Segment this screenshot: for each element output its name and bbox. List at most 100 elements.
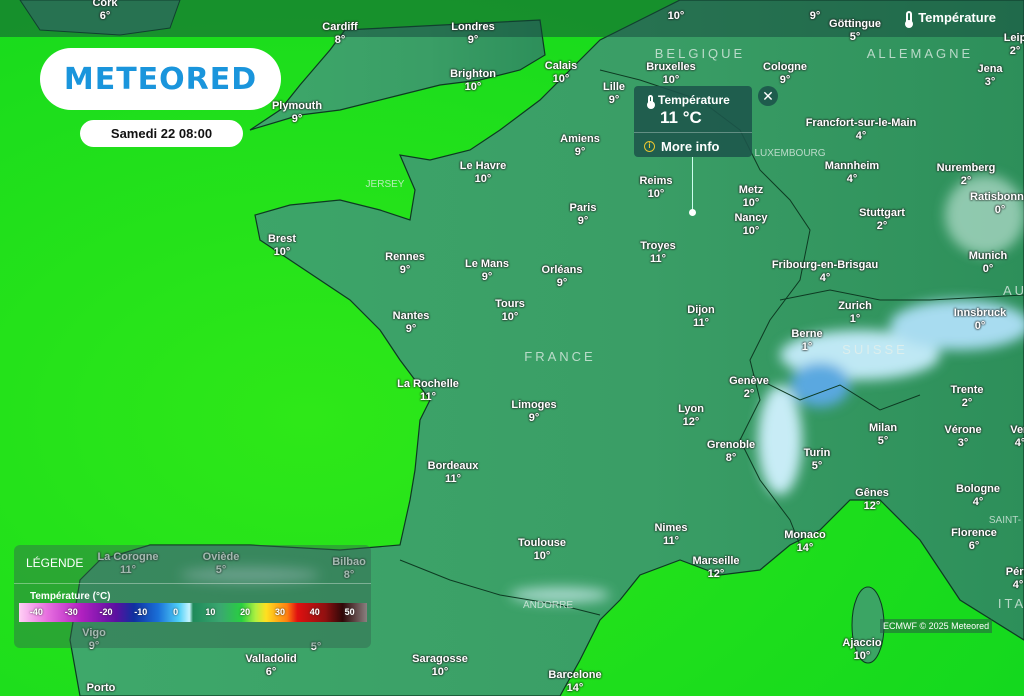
city-label[interactable]: Reims 10° xyxy=(639,175,672,201)
top-bar: Température xyxy=(0,0,1024,37)
city-label[interactable]: Milan 5° xyxy=(869,422,897,448)
city-label[interactable]: Berne 1° xyxy=(791,328,822,354)
city-label[interactable]: Plymouth 9° xyxy=(272,100,322,126)
city-label[interactable]: Grenoble 8° xyxy=(707,439,755,465)
city-label[interactable]: Munich 0° xyxy=(969,250,1008,276)
city-label[interactable]: Bordeaux 11° xyxy=(428,460,479,486)
city-label[interactable]: Péro4° xyxy=(1006,566,1024,592)
city-label[interactable]: Tours 10° xyxy=(495,298,525,324)
city-label[interactable]: Bilbao 8° xyxy=(332,556,366,582)
city-label[interactable]: Florence 6° xyxy=(951,527,997,553)
layer-selector[interactable]: Température xyxy=(905,10,996,28)
city-label[interactable]: 10° xyxy=(668,0,685,23)
more-info-button[interactable]: i More info xyxy=(644,139,720,154)
city-name: Plymouth xyxy=(271,100,323,112)
city-temperature: 11° xyxy=(649,253,667,265)
city-name: Fribourg-en-Brisgau xyxy=(771,259,879,271)
city-label[interactable]: Troyes 11° xyxy=(640,240,675,266)
city-label[interactable]: Trente 2° xyxy=(950,384,983,410)
city-temperature: 2° xyxy=(743,388,755,400)
city-label[interactable]: Ratisbonne 0° xyxy=(970,191,1024,217)
scale-tick: 50 xyxy=(344,607,355,617)
city-label[interactable]: Lyon 12° xyxy=(678,403,704,429)
city-label[interactable]: La Rochelle 11° xyxy=(397,378,459,404)
city-label[interactable]: 9° xyxy=(810,0,821,23)
scale-tick: -10 xyxy=(134,607,148,617)
city-label[interactable]: Monaco 14° xyxy=(784,529,826,555)
city-label[interactable]: Jena 3° xyxy=(977,63,1002,89)
city-label[interactable]: Porto xyxy=(87,682,116,695)
city-label[interactable]: Brighton 10° xyxy=(450,68,496,94)
meteored-logo[interactable]: METEORED xyxy=(40,48,281,110)
city-label[interactable]: Dijon 11° xyxy=(687,304,715,330)
city-name: Mannheim xyxy=(824,160,880,172)
city-temperature: 8° xyxy=(334,34,346,46)
city-name: Ratisbonne xyxy=(970,191,1024,203)
city-label[interactable]: Amiens 9° xyxy=(560,133,600,159)
city-label[interactable]: Genève 2° xyxy=(729,375,769,401)
city-label[interactable]: Rennes 9° xyxy=(385,251,425,277)
city-label[interactable]: Limoges 9° xyxy=(511,399,556,425)
city-label[interactable]: Le Mans 9° xyxy=(465,258,509,284)
city-name: Milan xyxy=(868,422,898,434)
scale-tick: 10 xyxy=(205,607,216,617)
city-label[interactable]: Innsbruck 0° xyxy=(954,307,1007,333)
country-label: FRANCE xyxy=(524,349,596,364)
selected-location-marker[interactable] xyxy=(689,209,696,216)
city-label[interactable]: Barcelone 14° xyxy=(548,669,601,695)
city-label[interactable]: Toulouse 10° xyxy=(518,537,566,563)
city-label[interactable]: Cork 6° xyxy=(92,0,117,23)
city-label[interactable]: Nancy 10° xyxy=(734,212,767,238)
city-label[interactable]: Le Havre 10° xyxy=(460,160,506,186)
city-name: Troyes xyxy=(640,240,676,252)
city-label[interactable]: Vigo 9° xyxy=(82,627,106,653)
city-label[interactable]: Zurich 1° xyxy=(838,300,872,326)
city-label[interactable]: Lille 9° xyxy=(603,81,625,107)
city-label[interactable]: Göttingue 5° xyxy=(829,18,881,44)
city-label[interactable]: Gênes 12° xyxy=(855,487,889,513)
city-label[interactable]: Cardiff 8° xyxy=(322,21,357,47)
city-label[interactable]: Nuremberg 2° xyxy=(937,162,996,188)
city-label[interactable]: Cologne 9° xyxy=(763,61,807,87)
city-label[interactable]: Paris 9° xyxy=(570,202,597,228)
city-label[interactable]: Vérone 3° xyxy=(944,424,981,450)
city-label[interactable]: Leip 2° xyxy=(1004,32,1024,58)
city-name: Nantes xyxy=(392,310,430,322)
city-name: Rennes xyxy=(385,251,425,263)
city-name: Stuttgart xyxy=(859,207,905,219)
city-label[interactable]: Calais 10° xyxy=(545,60,577,86)
city-label[interactable]: Bologne 4° xyxy=(956,483,1000,509)
city-label[interactable]: Marseille 12° xyxy=(692,555,739,581)
city-name: Toulouse xyxy=(517,537,567,549)
city-label[interactable]: Orléans 9° xyxy=(542,264,583,290)
city-label[interactable]: Nantes 9° xyxy=(393,310,430,336)
city-name: Valladolid xyxy=(245,653,297,665)
city-label[interactable]: 5° xyxy=(311,628,322,654)
scale-tick: -30 xyxy=(64,607,78,617)
city-label[interactable]: Mannheim 4° xyxy=(825,160,879,186)
city-label[interactable]: Valladolid 6° xyxy=(245,653,296,679)
close-icon[interactable]: ✕ xyxy=(758,86,778,106)
city-label[interactable]: La Corogne 11° xyxy=(97,551,158,577)
city-label[interactable]: Londres 9° xyxy=(451,21,494,47)
popup-title: Température xyxy=(658,93,730,107)
city-label[interactable]: Saragosse 10° xyxy=(412,653,468,679)
city-label[interactable]: Brest 10° xyxy=(268,233,296,259)
city-label[interactable]: Fribourg-en-Brisgau 4° xyxy=(772,259,878,285)
city-label[interactable]: Turin 5° xyxy=(804,447,831,473)
date-time-badge[interactable]: Samedi 22 08:00 xyxy=(80,120,243,147)
city-label[interactable]: Ven4° xyxy=(1010,424,1024,450)
city-label[interactable]: Stuttgart 2° xyxy=(859,207,905,233)
city-label[interactable]: Oviède 5° xyxy=(203,551,240,577)
city-temperature: 10° xyxy=(742,225,760,237)
city-name: Bologne xyxy=(956,483,1000,495)
city-label[interactable]: Nimes 11° xyxy=(654,522,687,548)
city-name: Jena xyxy=(977,63,1003,75)
city-label[interactable]: Francfort-sur-le-Main 4° xyxy=(806,117,917,143)
city-label[interactable]: Bruxelles 10° xyxy=(646,61,696,87)
city-label[interactable]: Metz 10° xyxy=(739,184,763,210)
city-temperature: 11° xyxy=(419,391,437,403)
city-name: Leip xyxy=(1003,32,1024,44)
city-label[interactable]: Ajaccio 10° xyxy=(842,637,881,663)
